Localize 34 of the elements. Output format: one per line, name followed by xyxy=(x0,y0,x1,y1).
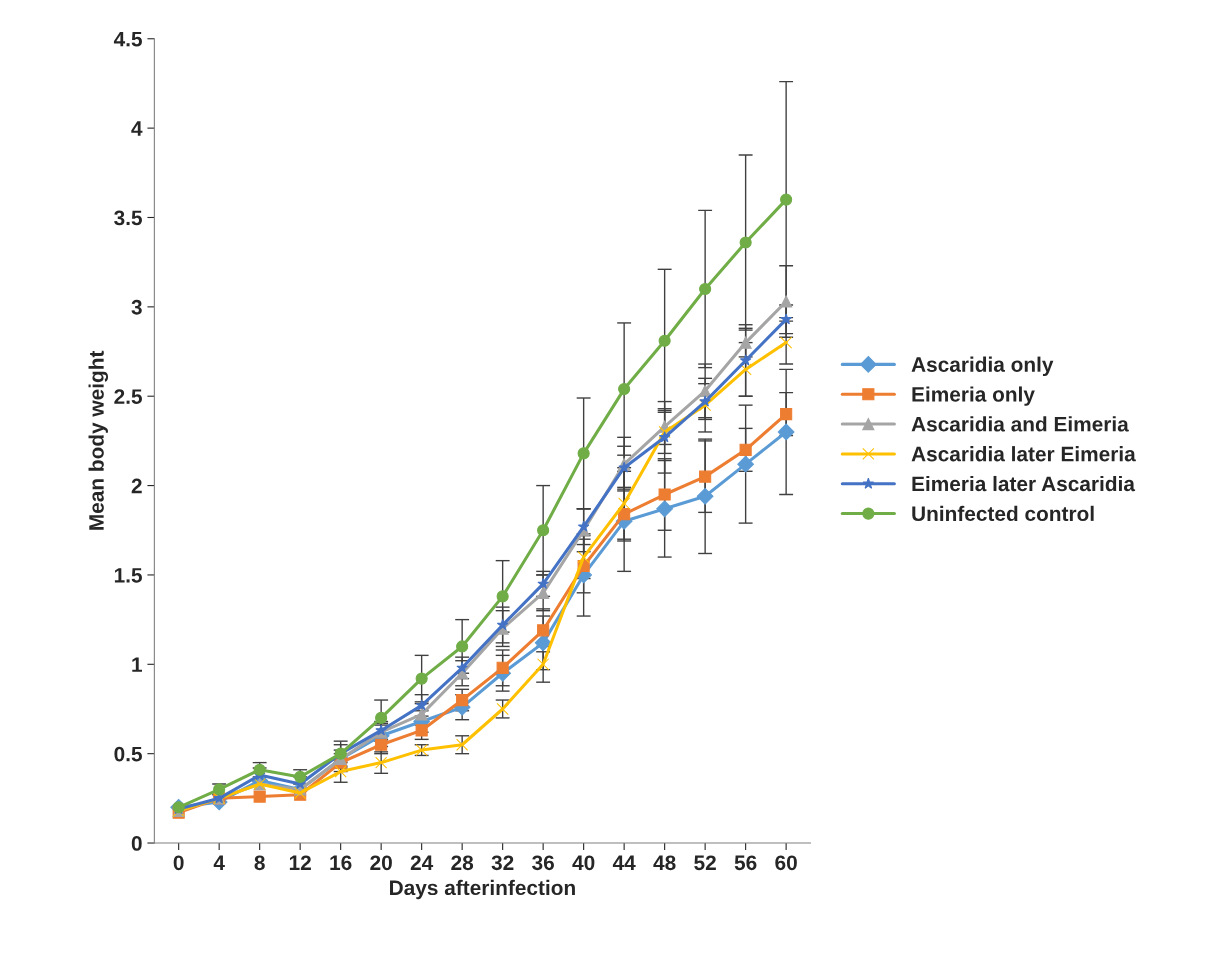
legend-label: Eimeria only xyxy=(912,386,1035,406)
x-tick-label: 0 xyxy=(173,855,184,871)
y-tick-label: 1.5 xyxy=(114,568,142,583)
x-tick-label: 40 xyxy=(572,855,595,871)
x-axis-title: Days afterinfection xyxy=(390,879,575,900)
y-tick-label: 3.5 xyxy=(114,210,142,226)
x-tick-label: 48 xyxy=(653,855,676,871)
x-tick-label: 36 xyxy=(532,855,554,871)
y-tick-label: 4.5 xyxy=(113,31,142,47)
x-tick-label: 60 xyxy=(775,855,797,871)
x-tick-label: 32 xyxy=(491,855,514,871)
x-tick-label: 44 xyxy=(612,855,636,870)
x-tick-label: 28 xyxy=(451,855,474,871)
legend-label: Uninfected control xyxy=(912,505,1094,522)
y-axis-title: Mean body weight xyxy=(88,350,109,530)
x-tick-label: 4 xyxy=(213,855,225,870)
x-tick-label: 56 xyxy=(734,855,757,871)
y-tick-label: 2.5 xyxy=(114,389,142,404)
x-tick-label: 16 xyxy=(330,855,352,871)
y-tick-label: 0 xyxy=(131,836,142,851)
y-tick-label: 3 xyxy=(131,299,142,315)
legend-label: Ascaridia and Eimeria xyxy=(911,416,1129,432)
x-tick-label: 24 xyxy=(410,855,434,870)
y-tick-label: 0.5 xyxy=(114,746,142,762)
legend-label: Ascaridia only xyxy=(911,356,1054,377)
x-tick-label: 8 xyxy=(254,855,265,871)
legend-label: Eimeria later Ascaridia xyxy=(912,475,1136,492)
y-tick-label: 1 xyxy=(132,657,142,672)
legend-label: Ascaridia later Eimeria xyxy=(911,446,1136,462)
x-tick-label: 52 xyxy=(694,855,716,871)
y-tick-label: 4 xyxy=(131,121,143,136)
x-tick-label: 20 xyxy=(370,855,392,871)
y-tick-label: 2 xyxy=(131,478,142,494)
x-tick-label: 12 xyxy=(289,855,311,870)
